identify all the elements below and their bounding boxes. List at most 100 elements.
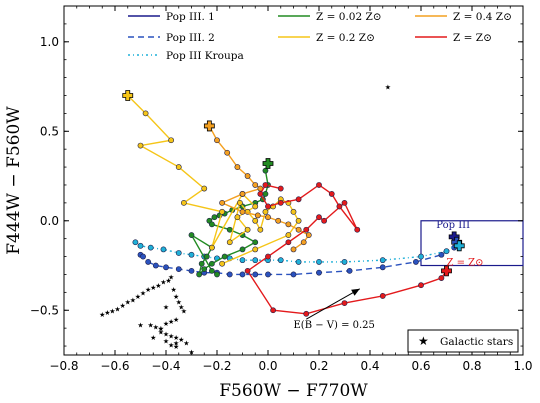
data-point [219,260,225,267]
legend-label: Z = Z⊙ [453,32,492,44]
data-point [244,226,251,233]
data-point [300,239,307,246]
track-start-cross-marker [453,240,465,252]
x-tick-label: −0.2 [202,359,231,373]
data-point [211,214,218,221]
data-point [254,212,261,219]
data-point [418,253,424,260]
legend-label: Pop III Kroupa [166,50,244,62]
data-point [239,246,246,253]
galactic-star-point: ★ [168,332,174,340]
galactic-star-point: ★ [173,339,179,347]
legend-top: Pop III. 1 Z = 0.02 Z⊙ Z = 0.4 Z⊙ Pop III. … [128,11,512,62]
galactic-star-point: ★ [173,316,179,324]
data-point [244,173,251,179]
reddening-arrow-label: E(B − V) = 0.25 [294,320,375,331]
x-tick-label: 0.0 [258,359,277,373]
data-point [239,208,246,215]
galactic-star-point: ★ [163,320,169,328]
legend-bottom: ★ Galactic stars [407,329,519,353]
galactic-star-point: ★ [114,305,120,313]
galactic-star-point: ★ [104,309,110,317]
data-point [221,253,228,260]
reddening-arrow [306,288,361,320]
data-point [346,267,353,274]
data-point [147,244,154,251]
galactic-star-point: ★ [163,331,169,339]
x-tick-label: 0.4 [360,359,379,373]
data-point [257,191,264,197]
galactic-star-point: ★ [109,307,115,315]
data-point [252,203,259,210]
data-point [379,264,386,271]
data-point [160,246,167,253]
series-galactic-stars: ★★★★★★★★★★★★★★★★★★★★★★★★★★★ ★★★★★★★★★★★★★… [99,84,391,357]
legend-galactic-stars-label: Galactic stars [440,336,513,348]
data-point [290,208,297,215]
data-point [252,217,259,224]
legend-label: Pop III. 2 [166,32,215,44]
data-point [198,260,205,267]
data-point [438,275,445,281]
galactic-star-point: ★ [135,293,141,301]
data-point [316,182,322,188]
galactic-star-point: ★ [155,282,161,290]
galactic-star-point: ★ [173,334,179,342]
series-z-0-2-z- [124,92,302,267]
popIII-box-group: Pop III Z = Z⊙ [420,220,524,269]
series-pop-iii-2 [137,244,458,278]
data-point [168,137,174,144]
data-point [270,307,276,314]
data-point [262,167,269,174]
data-point [137,242,144,249]
data-point [379,257,386,264]
galactic-star-point: ★ [181,307,187,315]
series-line [134,241,458,263]
x-tick-label: −0.4 [151,359,180,373]
data-point [196,271,203,278]
data-point [443,248,450,255]
data-point [137,142,144,149]
galactic-star-point: ★ [153,323,159,331]
data-point [208,267,215,274]
data-point [175,164,182,170]
data-point [239,257,246,264]
y-axis-label: F444W − F560W [4,106,24,255]
galactic-star-point: ★ [145,286,151,294]
data-point [201,266,208,272]
galactic-star-point: ★ [160,279,166,287]
data-point [295,259,302,265]
galactic-star-point: ★ [148,322,154,330]
x-tick-label: 0.6 [411,359,430,373]
galactic-star-point: ★ [168,341,174,349]
markers-group [122,90,465,277]
data-point [295,196,302,203]
data-point [285,232,292,238]
series-line [127,94,300,265]
data-point [234,214,241,221]
data-point [226,271,233,278]
galactic-star-point: ★ [158,329,164,337]
track-start-cross-marker [203,120,215,132]
y-tick-label: −0.5 [30,303,59,317]
galactic-star-point: ★ [150,334,156,342]
series-z-0-02-z- [188,160,271,278]
data-point [257,226,264,233]
data-point [140,253,146,260]
data-point [354,226,361,233]
data-point [412,259,419,265]
popIII-box [420,220,524,267]
data-point [201,185,208,192]
data-point [275,217,282,224]
data-point [341,199,348,206]
data-point [252,182,259,188]
galactic-star-point: ★ [150,284,156,292]
data-point [303,310,310,317]
data-point [226,239,233,246]
data-point [145,259,152,265]
data-point [188,232,195,238]
data-point [252,271,259,278]
galactic-star-point: ★ [120,302,126,310]
data-point [152,262,159,269]
galactic-star-point: ★ [158,325,164,333]
